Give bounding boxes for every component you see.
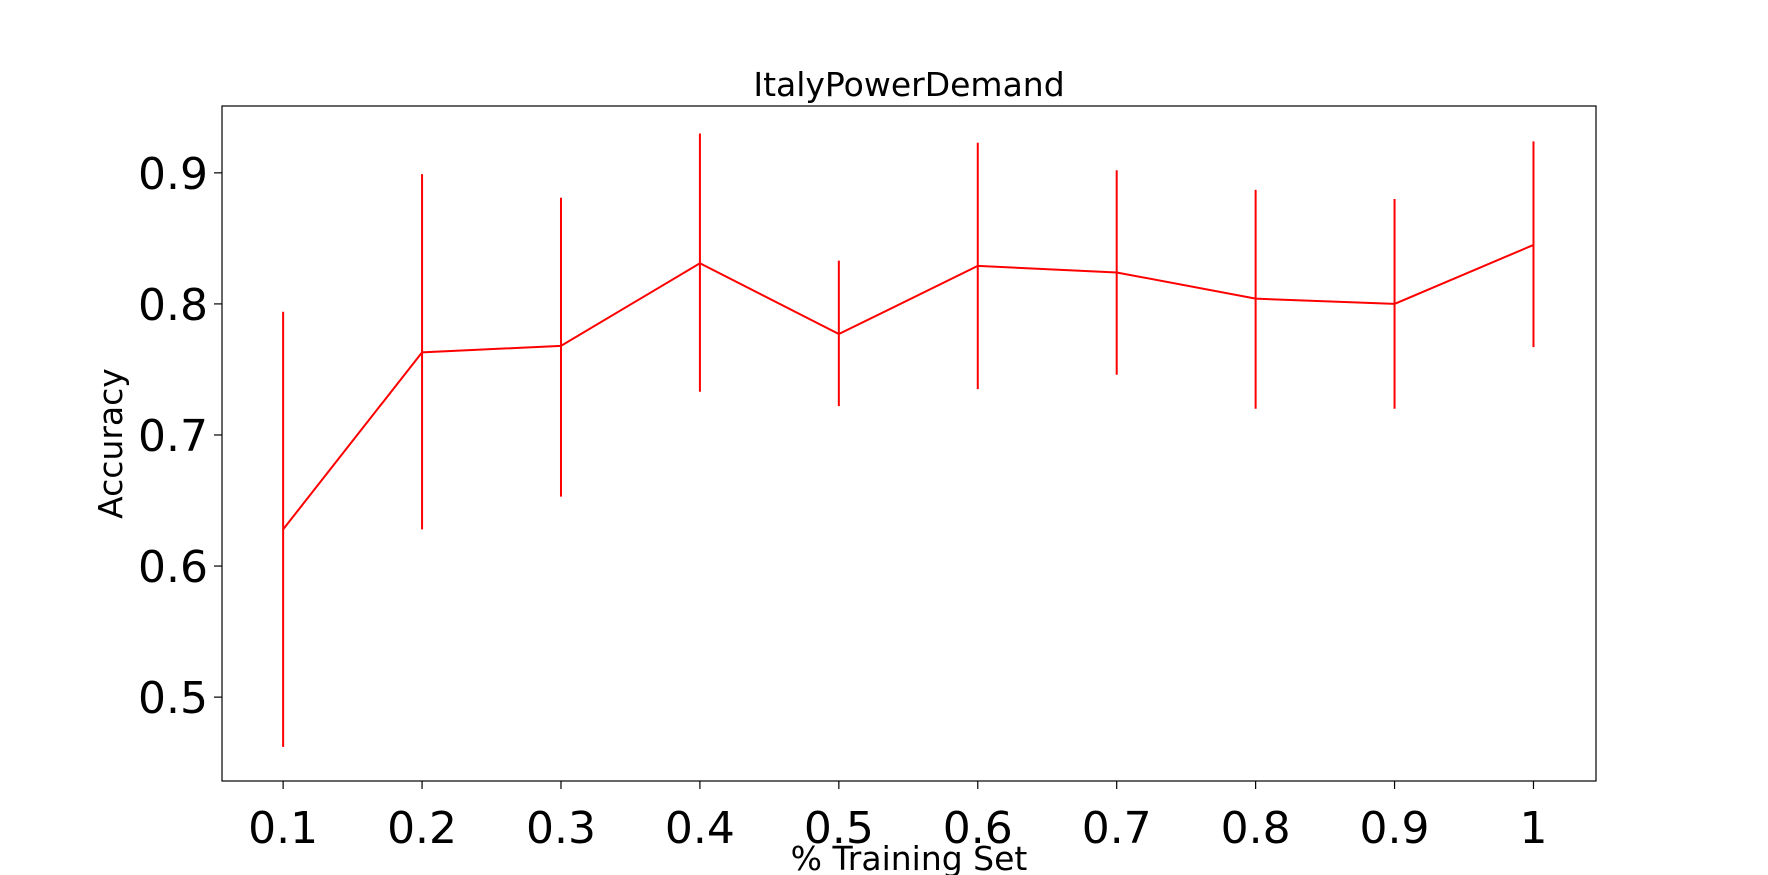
plot-frame (221, 105, 1597, 782)
x-tick-label: 1 (1519, 803, 1547, 854)
x-tick-label: 0.9 (1360, 803, 1430, 854)
chart-title: ItalyPowerDemand (753, 65, 1064, 104)
x-tick-label: 0.2 (387, 803, 457, 854)
y-tick-label: 0.5 (138, 673, 208, 724)
x-axis-label: % Training Set (791, 839, 1028, 875)
x-tick-label: 0.3 (526, 803, 596, 854)
series-line (282, 244, 1534, 530)
y-axis-label: Accuracy (91, 368, 130, 519)
y-tick-label: 0.6 (138, 542, 208, 593)
x-tick-label: 0.4 (665, 803, 735, 854)
x-tick-label: 0.1 (248, 803, 318, 854)
y-tick-label: 0.7 (138, 411, 208, 462)
y-tick-label: 0.9 (138, 149, 208, 200)
x-axis-ticks: 0.1 0.2 0.3 0.4 0.5 0.6 0.7 0.8 0.9 1 (248, 781, 1547, 854)
y-tick-label: 0.8 (138, 280, 208, 331)
x-tick-label: 0.8 (1221, 803, 1291, 854)
x-tick-label: 0.7 (1082, 803, 1152, 854)
y-axis-ticks: 0.5 0.6 0.7 0.8 0.9 (138, 149, 222, 724)
series-layer (282, 133, 1535, 747)
x-tick-label: 0.6 (943, 803, 1013, 854)
x-tick-label: 0.5 (804, 803, 874, 854)
